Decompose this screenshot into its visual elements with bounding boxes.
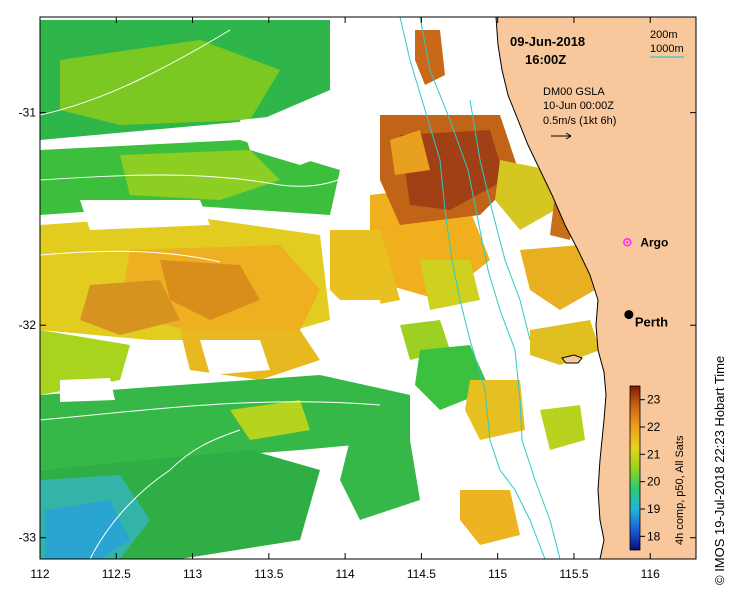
map-time: 16:00Z: [525, 52, 566, 67]
x-tick-label: 114: [336, 567, 355, 581]
contour-200m: [419, 17, 561, 559]
y-tick-label: -33: [19, 531, 37, 545]
ssh-contour: [40, 29, 231, 116]
sst-patch: [460, 490, 520, 545]
contour-1000m: [399, 17, 546, 559]
rottnest-island: [561, 354, 583, 364]
x-tick-label: 115.5: [559, 567, 588, 581]
x-tick-label: 114.5: [407, 567, 436, 581]
gsla-time: 10-Jun 00:00Z: [543, 100, 614, 112]
colorbar-title: 4h comp, p50, All Sats: [674, 435, 686, 545]
sst-patch: [465, 380, 525, 440]
contour-200m-label: 200m: [650, 29, 678, 41]
ssh-contour: [89, 429, 241, 559]
colorbar-tick-label: 19: [647, 502, 661, 516]
plot-frame: [39, 16, 697, 560]
colorbar-tick-label: 18: [647, 529, 661, 543]
sst-patch: [520, 245, 595, 310]
y-tick-label: -31: [19, 106, 37, 120]
sst-patch: [540, 405, 585, 450]
contour-200m-b: [469, 99, 531, 341]
colorbar-tick-label: 20: [647, 475, 661, 489]
sst-gap: [420, 420, 465, 480]
land-mass: [495, 17, 696, 559]
credit-text: © IMOS 19-Jul-2018 22:23 Hobart Time: [712, 355, 727, 585]
sst-gap: [60, 378, 115, 402]
x-tick-label: 113: [183, 567, 202, 581]
sst-gap: [240, 110, 340, 165]
contour-1000m-label: 1000m: [650, 43, 684, 55]
x-tick-label: 116: [641, 567, 660, 581]
x-tick-label: 115: [488, 567, 507, 581]
sst-patch: [120, 150, 280, 200]
x-tick-label: 112.5: [102, 567, 131, 581]
sst-patch: [60, 40, 280, 125]
sst-gap: [330, 300, 385, 330]
sst-patch: [390, 130, 430, 175]
gsla-product: DM00 GSLA: [543, 86, 605, 98]
ssh-contour: [40, 401, 381, 421]
colorbar: [629, 385, 641, 551]
argo-marker: [623, 238, 632, 247]
perth-marker: [624, 310, 634, 320]
y-tick-label: -32: [19, 318, 37, 332]
velocity-arrow-head: [565, 132, 572, 140]
colorbar-ticks: 23 22 21 20 19 18: [640, 393, 661, 543]
sst-patch: [530, 320, 600, 365]
sst-gap: [200, 340, 270, 375]
sst-patch: [80, 280, 180, 335]
ssh-contour: [40, 169, 361, 187]
x-tick-label: 112: [30, 567, 49, 581]
sst-patch: [495, 160, 555, 230]
x-axis: 112 112.5 113 113.5 114 114.5 115 115.5 116: [30, 17, 660, 581]
ssh-contour: [40, 250, 221, 263]
velocity-scale-label: 0.5m/s (1kt 6h): [543, 115, 616, 127]
y-axis: -31 -32 -33: [19, 106, 696, 545]
sst-field: [40, 20, 600, 559]
sst-patch: [40, 375, 410, 470]
sst-patch: [340, 440, 420, 520]
sst-patch: [415, 30, 445, 85]
colorbar-tick-label: 23: [647, 393, 661, 407]
colorbar-tick-label: 22: [647, 420, 661, 434]
colorbar-tick-label: 21: [647, 447, 661, 461]
perth-label: Perth: [635, 315, 668, 330]
x-tick-label: 113.5: [254, 567, 283, 581]
sst-patch: [420, 260, 480, 310]
sst-patch: [230, 400, 310, 440]
sst-patch: [160, 260, 260, 320]
argo-label: Argo: [640, 235, 668, 249]
sst-patch: [45, 500, 130, 559]
sst-gap: [80, 200, 210, 230]
sst-patch: [330, 230, 400, 310]
map-date: 09-Jun-2018: [510, 34, 585, 49]
